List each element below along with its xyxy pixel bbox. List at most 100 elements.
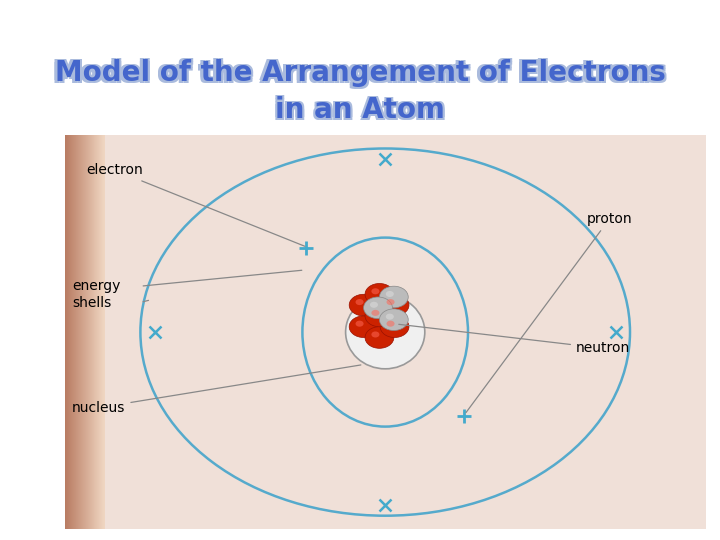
Bar <box>88 135 89 529</box>
Circle shape <box>364 297 392 319</box>
Bar <box>77 135 78 529</box>
Bar <box>73 135 74 529</box>
Bar <box>86 135 87 529</box>
Bar <box>86 135 87 529</box>
Text: neutron: neutron <box>399 325 630 355</box>
Bar <box>94 135 95 529</box>
Circle shape <box>379 286 408 308</box>
Bar <box>83 135 84 529</box>
Bar <box>85 135 86 529</box>
Text: nucleus: nucleus <box>72 365 361 415</box>
Bar <box>89 135 90 529</box>
Text: energy
shells: energy shells <box>72 279 120 310</box>
Bar <box>84 135 85 529</box>
Bar <box>82 135 84 529</box>
Bar <box>76 135 78 529</box>
Bar <box>65 135 66 529</box>
Bar <box>100 135 101 529</box>
Circle shape <box>379 309 408 330</box>
Bar <box>97 135 98 529</box>
Bar <box>98 135 99 529</box>
Bar <box>71 135 73 529</box>
Bar <box>78 135 80 529</box>
Bar <box>75 135 76 529</box>
Bar <box>68 135 69 529</box>
Bar <box>87 135 89 529</box>
Text: electron: electron <box>86 163 305 246</box>
Bar <box>101 135 102 529</box>
Circle shape <box>349 294 378 316</box>
Bar <box>74 135 76 529</box>
Circle shape <box>356 299 364 305</box>
Circle shape <box>370 302 378 308</box>
Bar <box>81 135 83 529</box>
Bar <box>78 135 79 529</box>
Bar <box>92 135 94 529</box>
Bar <box>85 135 86 529</box>
Bar <box>66 135 68 529</box>
Bar <box>71 135 72 529</box>
Circle shape <box>365 284 394 305</box>
Bar <box>86 135 88 529</box>
Bar <box>92 135 94 529</box>
Bar <box>89 135 91 529</box>
Bar <box>99 135 100 529</box>
Bar <box>90 135 91 529</box>
Bar <box>83 135 84 529</box>
Bar <box>102 135 103 529</box>
Text: proton: proton <box>466 212 632 413</box>
Bar <box>102 135 104 529</box>
Circle shape <box>372 288 379 294</box>
Bar <box>68 135 69 529</box>
Bar <box>73 135 75 529</box>
Bar <box>81 135 82 529</box>
Bar <box>67 135 68 529</box>
Bar <box>70 135 71 529</box>
Circle shape <box>387 299 395 305</box>
Bar <box>91 135 92 529</box>
Circle shape <box>365 327 394 348</box>
Bar <box>93 135 94 529</box>
Bar <box>73 135 74 529</box>
Text: Model of the Arrangement of Electrons
in an Atom: Model of the Arrangement of Electrons in… <box>57 58 667 123</box>
Bar <box>95 135 96 529</box>
Text: Model of the Arrangement of Electrons
in an Atom: Model of the Arrangement of Electrons in… <box>55 59 665 124</box>
Bar <box>79 135 81 529</box>
Circle shape <box>387 321 395 327</box>
Text: Model of the Arrangement of Electrons
in an Atom: Model of the Arrangement of Electrons in… <box>53 58 663 123</box>
Bar <box>103 135 104 529</box>
Bar <box>99 135 101 529</box>
Bar <box>66 135 67 529</box>
Bar <box>96 135 98 529</box>
Bar <box>76 135 78 529</box>
Text: Model of the Arrangement of Electrons
in an Atom: Model of the Arrangement of Electrons in… <box>57 61 667 126</box>
Bar <box>84 135 85 529</box>
Bar <box>88 135 89 529</box>
Bar <box>102 135 103 529</box>
Bar <box>65 135 706 529</box>
Bar <box>94 135 95 529</box>
Circle shape <box>372 310 379 316</box>
Bar <box>101 135 102 529</box>
Bar <box>69 135 70 529</box>
Bar <box>80 135 81 529</box>
Circle shape <box>356 321 364 327</box>
Circle shape <box>372 332 379 338</box>
Bar <box>72 135 73 529</box>
Bar <box>75 135 76 529</box>
Ellipse shape <box>346 295 425 369</box>
Circle shape <box>386 291 394 297</box>
Bar <box>81 135 82 529</box>
Bar <box>97 135 99 529</box>
Bar <box>78 135 79 529</box>
Bar <box>72 135 73 529</box>
Bar <box>76 135 77 529</box>
Circle shape <box>349 316 378 338</box>
Bar <box>94 135 96 529</box>
Bar <box>104 135 105 529</box>
Circle shape <box>386 314 394 320</box>
Circle shape <box>380 316 409 338</box>
Bar <box>69 135 71 529</box>
Bar <box>91 135 93 529</box>
Text: Model of the Arrangement of Electrons
in an Atom: Model of the Arrangement of Electrons in… <box>53 61 663 126</box>
